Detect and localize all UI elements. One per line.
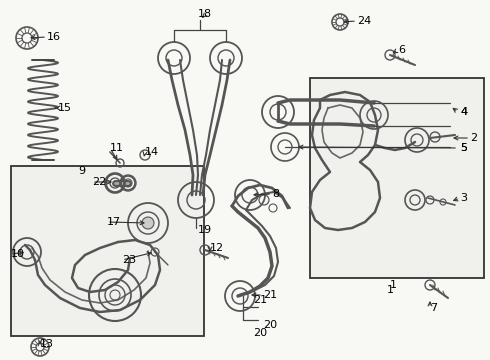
Text: 10: 10 [11, 249, 25, 259]
Text: 21: 21 [263, 290, 277, 300]
Text: 4: 4 [460, 107, 467, 117]
Text: 3: 3 [460, 193, 467, 203]
Bar [310, 78, 484, 278]
Text: 21: 21 [253, 295, 267, 305]
Text: 13: 13 [40, 339, 54, 349]
Text: 18: 18 [198, 9, 212, 19]
Bar [11, 166, 204, 336]
Text: 16: 16 [47, 32, 61, 42]
Text: 17: 17 [107, 217, 121, 227]
Text: 14: 14 [145, 147, 159, 157]
Text: 9: 9 [78, 166, 85, 176]
Text: 24: 24 [357, 16, 371, 26]
Text: 8: 8 [272, 189, 279, 199]
Text: 12: 12 [210, 243, 224, 253]
Text: 7: 7 [430, 303, 437, 313]
Text: 1: 1 [387, 285, 393, 295]
Text: 15: 15 [58, 103, 72, 113]
Text: 20: 20 [253, 328, 267, 338]
Text: 23: 23 [122, 255, 136, 265]
Text: 22: 22 [92, 177, 106, 187]
Text: 19: 19 [198, 225, 212, 235]
Text: 2: 2 [470, 133, 477, 143]
Text: 5: 5 [460, 143, 467, 153]
Text: 5: 5 [460, 143, 467, 153]
Text: 4: 4 [460, 107, 467, 117]
Text: 11: 11 [110, 143, 124, 153]
Circle shape [142, 217, 154, 229]
Text: 6: 6 [398, 45, 405, 55]
Text: 20: 20 [263, 320, 277, 330]
Text: 1: 1 [390, 280, 397, 290]
